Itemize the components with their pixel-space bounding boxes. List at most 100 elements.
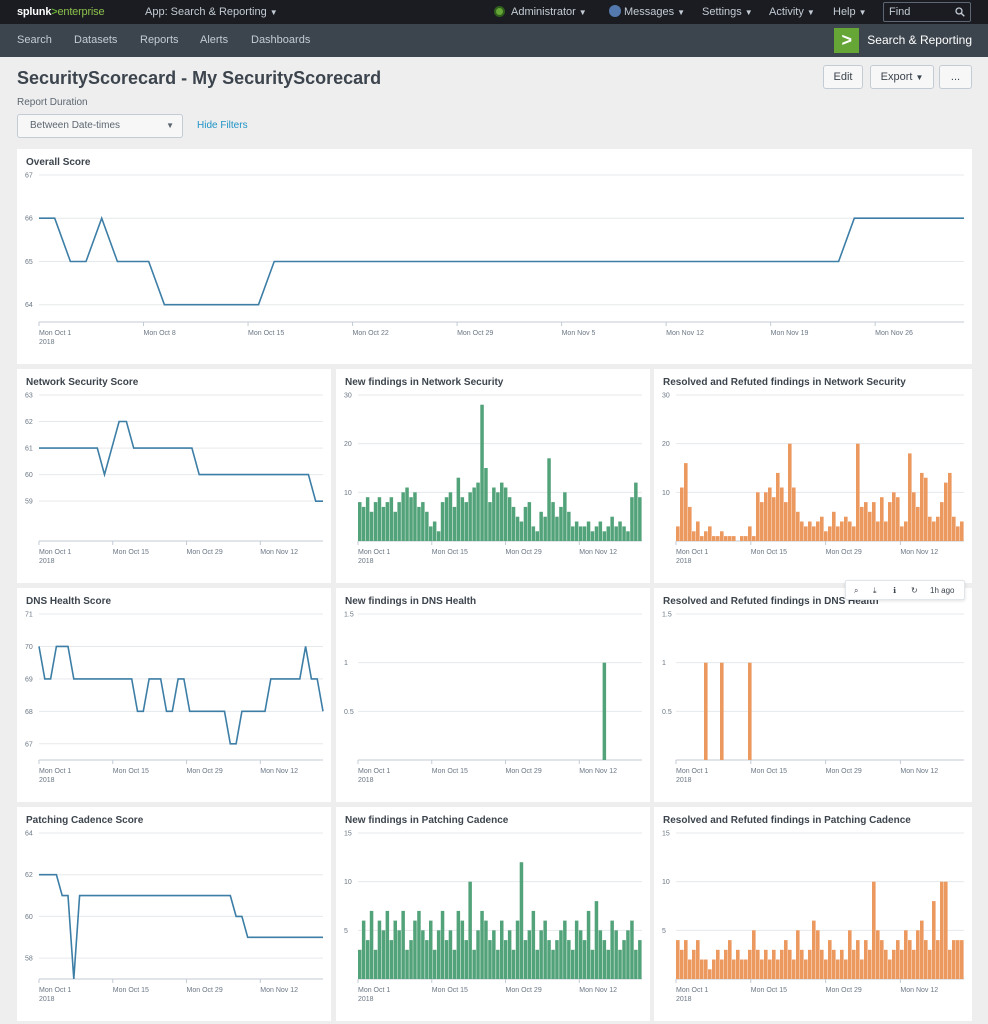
x-tick-label: Mon Oct 8: [144, 330, 176, 337]
bar: [622, 526, 626, 541]
search-icon[interactable]: ⌕: [854, 586, 859, 595]
bar: [764, 492, 768, 541]
bar: [688, 506, 692, 541]
settings-label: Settings: [702, 6, 742, 18]
app-title[interactable]: > Search & Reporting: [834, 28, 972, 54]
bar: [888, 502, 892, 541]
bar: [425, 940, 429, 979]
bar: [960, 521, 964, 541]
download-icon[interactable]: ⤓: [873, 586, 877, 595]
help-menu[interactable]: Help ▼: [833, 0, 867, 24]
bar: [768, 487, 772, 541]
info-icon[interactable]: ℹ: [893, 586, 897, 595]
bar: [748, 662, 752, 760]
bar: [618, 949, 622, 979]
bar: [365, 940, 370, 979]
edit-button[interactable]: Edit: [823, 65, 863, 89]
splunk-logo[interactable]: splunk>enterprise: [17, 0, 105, 24]
user-menu-label: Administrator: [511, 6, 576, 18]
nav-datasets[interactable]: Datasets: [74, 34, 118, 46]
app-menu[interactable]: App: Search & Reporting ▼: [145, 0, 278, 24]
bar: [452, 949, 457, 979]
bar: [602, 940, 607, 979]
find-input[interactable]: [884, 3, 954, 21]
search-icon[interactable]: [955, 7, 965, 17]
bar: [574, 920, 579, 979]
bar: [804, 959, 808, 979]
bar: [852, 949, 856, 979]
x-tick-label: Mon Nov 12: [579, 768, 617, 775]
x-tick-label: Mon Nov 12: [666, 330, 704, 337]
bar-chart: 1.5 1 0.5 Mon Oct 1 2018 Mon Oct 15 Mon Oct 29…: [344, 612, 642, 784]
bar: [928, 516, 932, 541]
bar: [872, 502, 876, 541]
bar: [421, 930, 425, 979]
panel-title: Patching Cadence Score: [26, 815, 144, 826]
nav-search[interactable]: Search: [17, 34, 52, 46]
x-tick-label: Mon Nov 12: [260, 549, 298, 556]
bar: [676, 526, 680, 541]
bar: [816, 521, 820, 541]
bar: [892, 949, 896, 979]
y-tick-label: 68: [25, 709, 33, 716]
user-menu[interactable]: Administrator ▼: [494, 0, 587, 24]
bar: [488, 940, 492, 979]
bar: [748, 526, 752, 541]
x-tick-label: Mon Oct 29: [826, 987, 862, 994]
bar: [772, 497, 776, 541]
bar: [720, 959, 724, 979]
bar: [571, 949, 575, 979]
x-tick-label: 2018: [676, 996, 692, 1003]
bar: [582, 940, 587, 979]
bar: [551, 949, 555, 979]
nav-reports[interactable]: Reports: [140, 34, 179, 46]
bar: [460, 920, 465, 979]
bar: [884, 521, 888, 541]
panel-new-findings-dns-health: New findings in DNS Health 1.5 1 0.5 Mon Oc…: [336, 588, 650, 802]
chevron-down-icon: ▼: [806, 8, 815, 17]
bar: [776, 959, 780, 979]
x-tick-label: Mon Oct 29: [826, 549, 862, 556]
bar: [936, 516, 940, 541]
bar: [784, 940, 788, 979]
refresh-icon[interactable]: ↻: [911, 586, 918, 595]
bar: [708, 526, 712, 541]
y-tick-label: 20: [662, 441, 670, 448]
x-tick-label: Mon Oct 29: [506, 549, 542, 556]
find-box: [883, 2, 971, 22]
bar: [610, 516, 614, 541]
bar: [456, 910, 461, 979]
bar: [369, 511, 374, 541]
bar: [381, 930, 386, 979]
panel-toolbar: ⌕ ⤓ ℹ ↻ 1h ago: [845, 580, 965, 600]
bar: [444, 497, 449, 541]
bar: [920, 920, 924, 979]
series-line: [39, 873, 323, 980]
bar: [413, 492, 417, 541]
bar: [824, 959, 828, 979]
export-button[interactable]: Export ▼: [870, 65, 934, 89]
x-tick-label: Mon Oct 1: [39, 768, 71, 775]
hide-filters-link[interactable]: Hide Filters: [197, 120, 248, 131]
bar: [864, 502, 868, 541]
activity-menu[interactable]: Activity ▼: [769, 0, 815, 24]
bar: [397, 502, 401, 541]
bar: [606, 949, 610, 979]
nav-dashboards[interactable]: Dashboards: [251, 34, 311, 46]
bar: [358, 502, 362, 541]
settings-menu[interactable]: Settings ▼: [702, 0, 753, 24]
bar: [848, 930, 852, 979]
nav-alerts[interactable]: Alerts: [200, 34, 229, 46]
report-duration-dropdown[interactable]: Between Date-times ▼: [17, 114, 183, 138]
bar: [944, 482, 948, 541]
x-tick-label: Mon Oct 1: [358, 768, 390, 775]
bar: [696, 521, 700, 541]
logo-brand: splunk: [17, 6, 52, 18]
line-chart: 63 62 61 60 59 Mon Oct 1 2018 Mon Oct 15 Mon Oct…: [25, 393, 323, 565]
bar: [543, 920, 547, 979]
messages-menu[interactable]: Messages ▼: [609, 0, 685, 24]
bar: [680, 487, 684, 541]
bar: [792, 959, 796, 979]
bar: [704, 662, 708, 760]
more-button[interactable]: ...: [939, 65, 972, 89]
